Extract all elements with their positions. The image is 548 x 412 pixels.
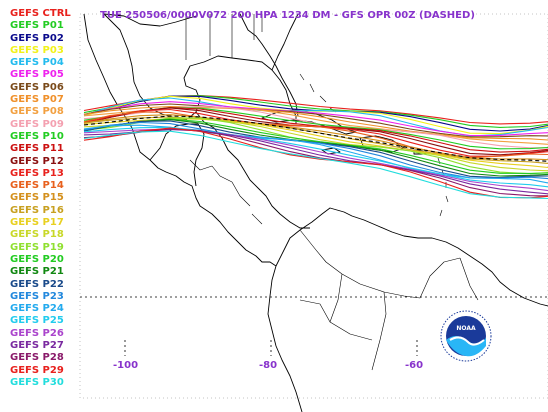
island-puerto-rico [413,149,427,155]
legend-item: GEFS P12 [10,155,64,167]
map-title: TUE 250506/0000V072 200 HPA 1234 DM - GF… [100,10,475,21]
legend-item: GEFS P23 [10,290,64,302]
contour-gefs-p07 [83,105,548,141]
longitude-label: -80 [259,360,278,371]
contour-gefs-p28 [83,128,548,197]
legend-item: GEFS P25 [10,315,64,327]
state-borders [185,14,263,60]
contour-gefs-p25 [83,126,548,188]
legend-item: GEFS CTRL [10,8,71,19]
coastline-florida-us [239,13,299,117]
legend-item: GEFS P22 [10,278,64,290]
central-america-borders [189,159,263,225]
legend-item: GEFS P24 [10,303,64,315]
noaa-logo-text: NOAA [456,325,476,332]
legend-item: GEFS P18 [10,229,64,241]
legend-item: GEFS P19 [10,241,64,253]
legend-item: GEFS P10 [10,130,64,142]
legend-item: GEFS P20 [10,253,64,265]
border-us-mexico [103,13,197,27]
coastline-north-america [83,13,277,267]
legend-item: GEFS P27 [10,340,64,352]
legend-item: GEFS P02 [10,32,64,44]
ensemble-contours [83,94,548,200]
coastline-yucatan [149,123,205,187]
coastline-central-america-caribbean [195,111,310,229]
legend-item: GEFS P03 [10,44,64,56]
legend-item: GEFS P05 [10,69,64,81]
legend-item: GEFS P07 [10,94,64,106]
legend-item: GEFS P15 [10,192,64,204]
coastline-south-america-north [275,207,548,307]
south-america-borders [299,229,479,371]
contour-gefs-p16 [83,116,548,164]
contour-gefs-p06 [83,103,548,138]
legend-item: GEFS P06 [10,81,64,93]
contour-gefs-p30 [83,130,548,200]
legend-item: GEFS P09 [10,118,64,130]
contour-gefs-p03 [83,95,548,135]
gfs-operational-contour [83,115,548,162]
legend-item: GEFS P04 [10,57,64,69]
contour-gefs-p14 [83,111,548,158]
legend-item: GEFS P01 [10,20,64,32]
contour-gefs-p24 [83,124,548,184]
legend-item: GEFS P14 [10,180,64,192]
legend-item: GEFS P30 [10,376,64,388]
legend-item: GEFS P08 [10,106,64,118]
legend-item: GEFS P16 [10,204,64,216]
coastline-south-america-west [267,265,303,412]
ensemble-legend: GEFS CTRL GEFS P01 GEFS P02 GEFS P03 GEFS P0… [10,8,71,389]
noaa-logo-icon: NOAA [440,310,492,362]
longitude-label: -60 [405,360,424,371]
legend-item: GEFS P13 [10,167,64,179]
legend-item: GEFS P29 [10,364,64,376]
legend-item: GEFS P17 [10,217,64,229]
legend-item: GEFS P26 [10,327,64,339]
contour-gefs-p05 [83,101,548,137]
coastline-gulf-of-mexico [103,13,297,124]
map-frame [79,13,548,399]
legend-item: GEFS P11 [10,143,64,155]
legend-item: GEFS P28 [10,352,64,364]
legend-item: GEFS P21 [10,266,64,278]
contour-gefs-p29 [83,127,548,199]
longitude-label: -100 [113,360,139,371]
island-bahamas [299,73,337,113]
